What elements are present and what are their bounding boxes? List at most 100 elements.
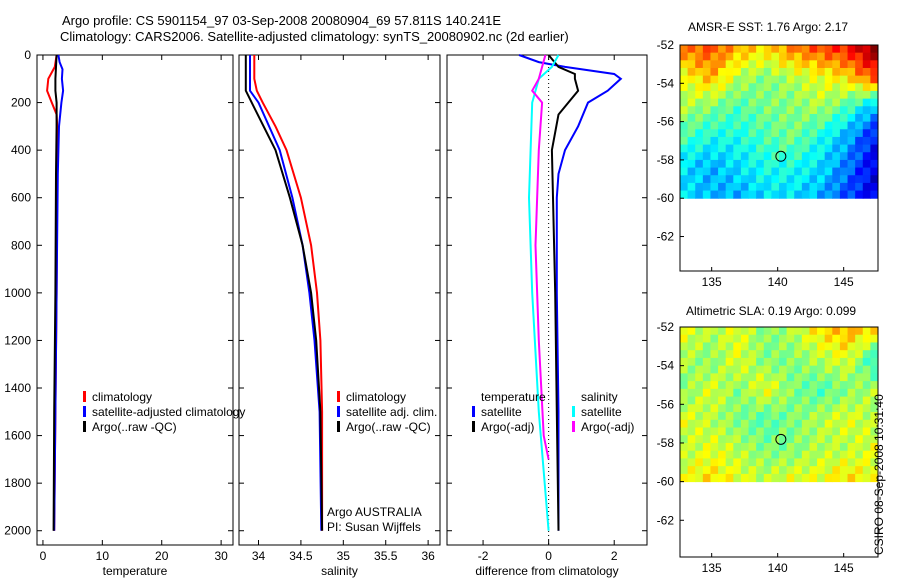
axes-box xyxy=(238,54,441,546)
heatmap-cell xyxy=(809,129,818,138)
legend-label: climatology xyxy=(346,390,407,404)
heatmap-cell xyxy=(763,473,772,483)
heatmap-cell xyxy=(817,67,826,77)
heatmap-cell xyxy=(771,129,780,138)
heatmap-cell xyxy=(702,381,711,390)
x-tick-label: 34.5 xyxy=(289,549,313,563)
heatmap-cell xyxy=(855,458,864,467)
heatmap-cell xyxy=(702,327,711,336)
heatmap-cell xyxy=(839,396,849,405)
heatmap-cell xyxy=(748,83,757,92)
heatmap-cell xyxy=(847,113,856,123)
heatmap-cell xyxy=(779,60,788,69)
argo-annotation: Argo AUSTRALIA PI: Susan Wijffels xyxy=(327,505,422,535)
heatmap-cell xyxy=(710,190,719,199)
heatmap-cell xyxy=(779,365,788,374)
heatmap-cell xyxy=(702,388,711,398)
heatmap-cell xyxy=(771,190,780,199)
heatmap-cell xyxy=(839,435,849,444)
heatmap-cell xyxy=(733,373,742,382)
series-line-climatology xyxy=(253,55,324,531)
heatmap-cell xyxy=(809,381,818,390)
heatmap-cell xyxy=(779,83,788,92)
heatmap-cell xyxy=(832,396,841,405)
y-tick-label: 600 xyxy=(11,191,31,205)
heatmap-cell xyxy=(763,98,772,107)
heatmap-cell xyxy=(740,350,750,359)
heatmap-cell xyxy=(733,412,742,421)
heatmap-cell xyxy=(786,450,795,459)
heatmap-cell xyxy=(756,190,765,199)
heatmap-cell xyxy=(817,106,826,115)
x-tick-label: 2 xyxy=(611,549,618,563)
heatmap-cell xyxy=(687,190,696,199)
heatmap-cell xyxy=(862,60,871,69)
annotation-line: Argo AUSTRALIA xyxy=(327,505,422,519)
y-tick-label: -60 xyxy=(657,191,675,205)
heatmap-cell xyxy=(862,113,871,123)
heatmap-cell xyxy=(794,152,803,161)
heatmap-cell xyxy=(740,427,750,436)
heatmap-cell xyxy=(847,442,856,452)
heatmap-cell xyxy=(733,167,742,176)
heatmap-cell xyxy=(809,159,818,169)
heatmap-cell xyxy=(847,466,856,475)
heatmap-cell xyxy=(801,83,810,92)
heatmap-cell xyxy=(771,113,780,123)
heatmap-cell xyxy=(794,98,803,107)
heatmap-cell xyxy=(847,381,856,390)
heatmap-cell xyxy=(809,182,818,192)
legend-label: Argo(..raw -QC) xyxy=(346,420,431,434)
heatmap-cell xyxy=(801,175,810,184)
heatmap-cell xyxy=(855,182,864,192)
heatmap-cell xyxy=(740,381,750,390)
heatmap-cell xyxy=(702,342,711,351)
x-tick-label: 145 xyxy=(834,275,854,289)
heatmap-cell xyxy=(847,435,856,444)
heatmap-cell xyxy=(801,167,810,176)
heatmap-cell xyxy=(740,327,750,336)
heatmap-cell xyxy=(687,458,696,467)
heatmap-cell xyxy=(733,60,742,69)
heatmap-cell xyxy=(786,473,795,483)
heatmap-cell xyxy=(870,334,879,343)
heatmap-cell xyxy=(740,342,750,351)
heatmap-cell xyxy=(839,365,849,374)
heatmap-cell xyxy=(687,473,696,483)
heatmap-cell xyxy=(870,45,879,54)
heatmap-cell xyxy=(763,167,772,176)
y-tick-label: -56 xyxy=(657,115,675,129)
heatmap-cell xyxy=(687,45,696,54)
heatmap-cell xyxy=(847,67,856,77)
heatmap-cell xyxy=(870,121,879,130)
heatmap-cell xyxy=(695,350,704,359)
heatmap-cell xyxy=(718,442,727,452)
x-tick-label: 10 xyxy=(96,549,110,563)
heatmap-cell xyxy=(870,190,879,199)
heatmap-cell xyxy=(710,45,719,54)
heatmap-cell xyxy=(786,159,795,169)
heatmap-cell xyxy=(809,473,818,483)
heatmap-cell xyxy=(718,396,727,405)
heatmap-cell xyxy=(779,442,788,452)
heatmap-cell xyxy=(809,45,818,54)
legend-label: Argo(-adj) xyxy=(581,420,635,434)
heatmap-cell xyxy=(801,342,810,351)
heatmap-cell xyxy=(710,365,719,374)
heatmap-cell xyxy=(695,167,704,176)
heatmap-cell xyxy=(809,396,818,405)
heatmap-cell xyxy=(763,113,772,123)
heatmap-cell xyxy=(832,466,841,475)
heatmap-cell xyxy=(718,388,727,398)
y-tick-label: -56 xyxy=(657,397,675,411)
y-tick-label: -52 xyxy=(657,320,675,334)
heatmap-cell xyxy=(748,350,757,359)
heatmap-cell xyxy=(817,98,826,107)
heatmap-cell xyxy=(862,396,871,405)
title-line-2: Climatology: CARS2006. Satellite-adjuste… xyxy=(60,29,569,44)
heatmap-cell xyxy=(725,427,734,436)
heatmap-cell xyxy=(740,419,750,429)
heatmap-cell xyxy=(695,404,704,413)
heatmap-cell xyxy=(786,90,795,100)
heatmap-cell xyxy=(870,466,879,475)
